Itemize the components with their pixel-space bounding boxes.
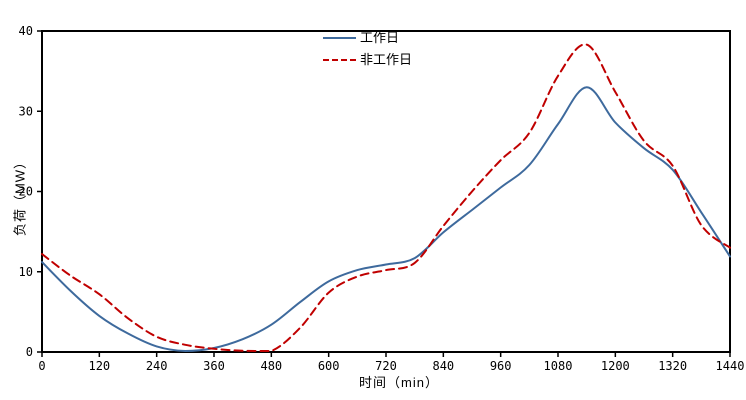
x-tick-label: 960 xyxy=(490,359,512,373)
x-tick-label: 120 xyxy=(88,359,110,373)
x-tick-label: 600 xyxy=(318,359,340,373)
x-tick-label: 1320 xyxy=(658,359,687,373)
y-tick-label: 40 xyxy=(19,24,33,38)
legend-label-nonworkday: 非工作日 xyxy=(360,52,413,67)
x-tick-label: 0 xyxy=(38,359,45,373)
x-tick-label: 1080 xyxy=(544,359,573,373)
y-tick-label: 10 xyxy=(19,265,33,279)
x-tick-label: 360 xyxy=(203,359,225,373)
nonworkday-line-sample xyxy=(323,58,356,61)
legend-item-nonworkday: 非工作日 xyxy=(323,50,412,69)
y-axis-title: 负荷（MW） xyxy=(12,154,28,237)
x-tick-label: 480 xyxy=(260,359,282,373)
x-tick-label: 840 xyxy=(432,359,454,373)
y-tick-label: 20 xyxy=(19,185,33,199)
legend: 工作日 非工作日 xyxy=(323,28,412,69)
legend-item-workday: 工作日 xyxy=(323,28,412,47)
y-tick-label: 30 xyxy=(19,104,33,118)
workday-series-line xyxy=(41,86,731,352)
x-tick-label: 1200 xyxy=(601,359,630,373)
workday-line-sample xyxy=(323,36,356,39)
plot-border xyxy=(41,30,731,353)
nonworkday-series-line xyxy=(41,43,731,352)
x-tick-label: 720 xyxy=(375,359,397,373)
x-axis-title: 时间（min） xyxy=(359,375,439,390)
x-tick-label: 240 xyxy=(146,359,168,373)
x-tick-label: 1440 xyxy=(716,359,745,373)
legend-label-workday: 工作日 xyxy=(360,30,400,45)
y-tick-label: 0 xyxy=(26,345,33,359)
